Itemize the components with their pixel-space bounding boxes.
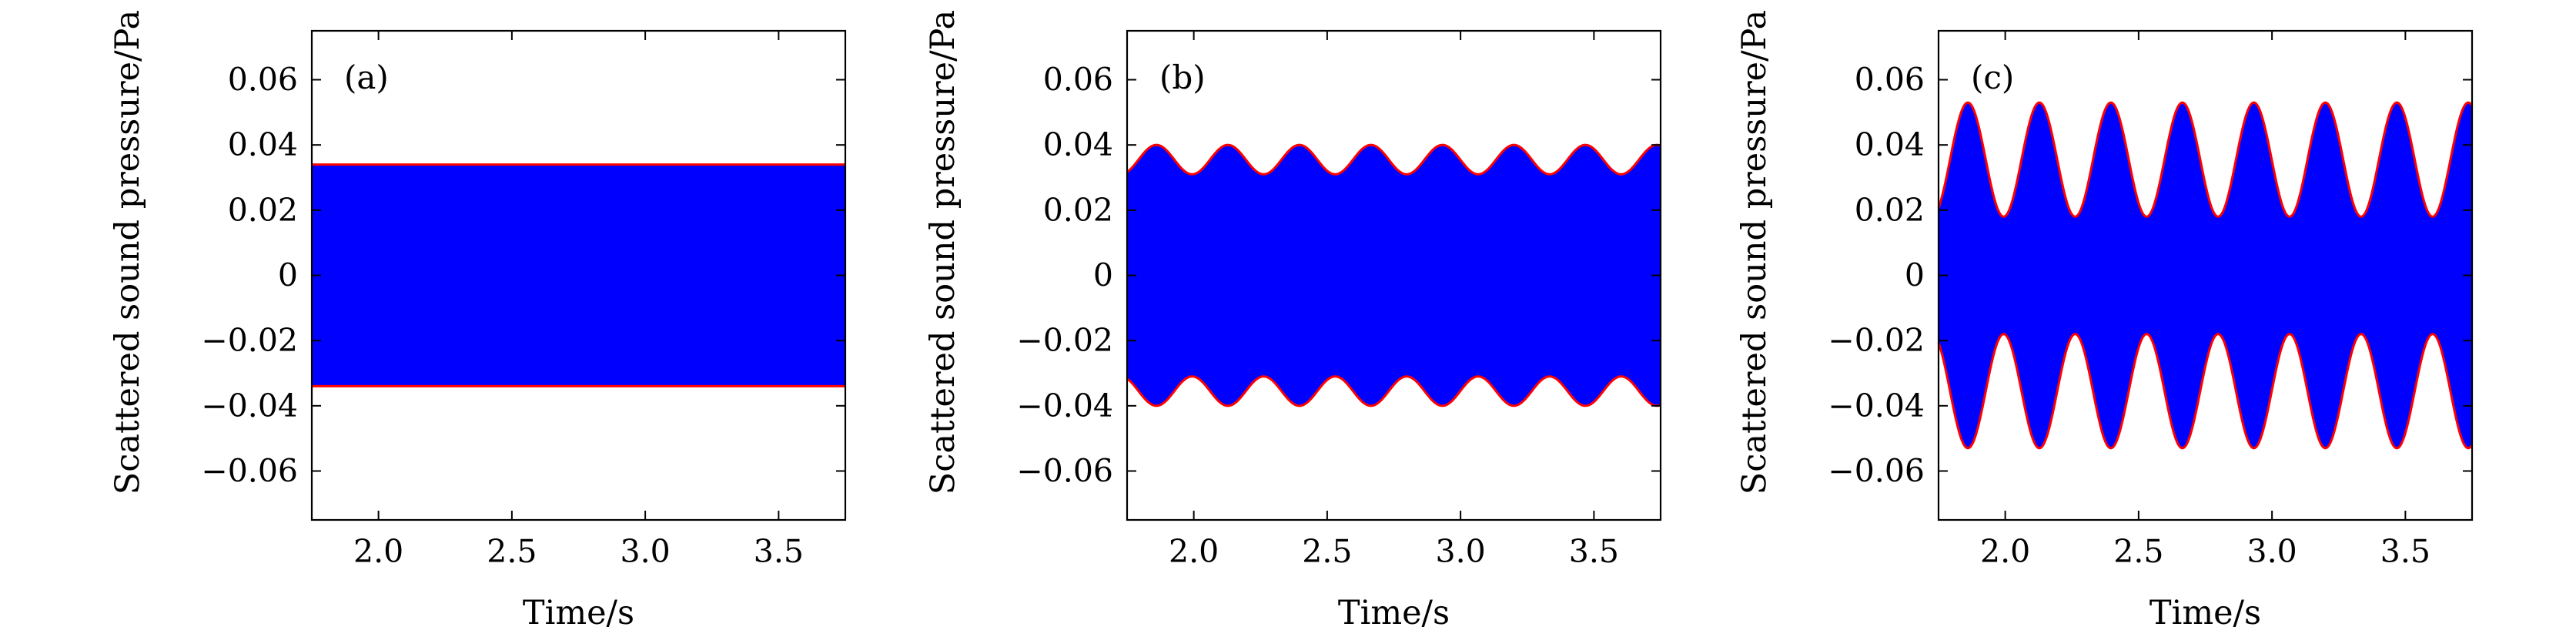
panel-label: (b) [1159,59,1206,96]
y-tick-label: −0.02 [1828,322,1925,359]
x-tick-label: 2.0 [1980,533,2030,570]
x-axis-title: Time/s [523,594,634,632]
signal-fill [1939,102,2472,448]
upper-envelope-line [1126,143,1661,176]
upper-envelope-line [1937,101,2474,218]
y-tick-label: 0.02 [1855,192,1925,229]
y-axis-title: Scattered sound pressure/Pa [924,10,962,495]
lower-envelope-line [1126,375,1661,407]
x-tick-label: 3.0 [2247,533,2297,570]
x-tick-label: 3.0 [1436,533,1486,570]
y-tick-label: 0.04 [228,126,298,163]
x-axis-title: Time/s [1338,594,1450,632]
chart-panel-3: 2.0 2.5 3.0 3.5 0.06 0.04 0.02 0 −0.02 −0.04 −0.06… [1735,10,2474,632]
x-tick-label: 3.5 [2380,533,2430,570]
x-tick-label: 2.0 [353,533,403,570]
y-tick-label: 0 [1905,257,1925,294]
x-axis-title: Time/s [2149,594,2261,632]
y-tick-label: 0.04 [1855,126,1925,163]
x-tick-label: 3.0 [621,533,671,570]
x-tick-label: 2.5 [487,533,537,570]
y-tick-label: −0.04 [1016,387,1113,424]
y-tick-label: 0.02 [1043,192,1113,229]
y-tick-label: 0 [278,257,298,294]
panel-label: (c) [1971,59,2014,96]
y-tick-label: −0.02 [201,322,298,359]
x-tick-label: 2.0 [1169,533,1219,570]
chart-panel-2: 2.0 2.5 3.0 3.5 0.06 0.04 0.02 0 −0.02 −0.04 −0.06… [924,10,1662,632]
x-tick-label: 2.5 [1302,533,1352,570]
chart-panel-1: 2.0 2.5 3.0 3.5 0.06 0.04 0.02 0 −0.02 −0.04 −0.06… [109,10,847,632]
signal-fill [1127,145,1661,406]
x-tick-label: 3.5 [754,533,804,570]
lower-envelope-line [1937,333,2474,450]
y-tick-label: −0.06 [1828,453,1925,490]
y-tick-label: −0.04 [1828,387,1925,424]
y-tick-label: −0.04 [201,387,298,424]
y-tick-label: 0 [1093,257,1113,294]
y-axis-title: Scattered sound pressure/Pa [109,10,147,495]
y-tick-label: −0.06 [201,453,298,490]
y-tick-label: 0.06 [1855,62,1925,99]
x-tick-label: 2.5 [2113,533,2163,570]
y-tick-label: 0.06 [228,62,298,99]
y-tick-label: −0.02 [1016,322,1113,359]
y-tick-label: 0.02 [228,192,298,229]
y-tick-label: 0.06 [1043,62,1113,99]
panel-label: (a) [344,59,389,96]
signal-fill [312,164,845,387]
y-axis-title: Scattered sound pressure/Pa [1735,10,1774,495]
x-tick-label: 3.5 [1569,533,1619,570]
y-tick-label: 0.04 [1043,126,1113,163]
y-tick-label: −0.06 [1016,453,1113,490]
